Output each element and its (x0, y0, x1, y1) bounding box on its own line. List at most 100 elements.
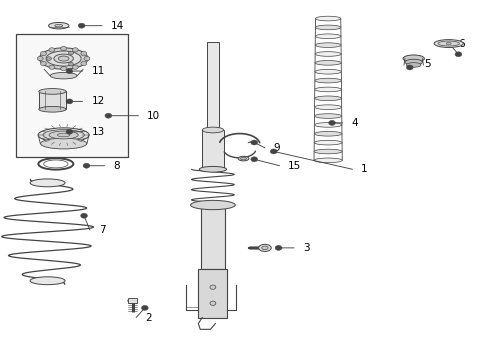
Ellipse shape (58, 56, 69, 61)
Text: 3: 3 (302, 243, 309, 253)
Bar (201, 205, 224, 269)
Ellipse shape (446, 42, 450, 45)
Bar (16, 33, 127, 157)
Ellipse shape (404, 59, 422, 65)
Circle shape (81, 213, 87, 218)
Circle shape (270, 149, 277, 154)
Circle shape (49, 48, 55, 52)
Circle shape (68, 51, 73, 55)
Circle shape (37, 57, 43, 61)
Bar (202, 130, 223, 169)
Circle shape (72, 48, 78, 52)
Ellipse shape (314, 122, 341, 127)
Bar (128, 298, 137, 303)
Text: 10: 10 (147, 111, 160, 121)
Ellipse shape (30, 179, 65, 187)
Circle shape (66, 99, 73, 104)
Circle shape (250, 140, 257, 145)
Ellipse shape (314, 114, 341, 118)
Circle shape (66, 68, 73, 73)
Ellipse shape (315, 16, 340, 21)
Ellipse shape (314, 131, 341, 136)
Circle shape (72, 65, 78, 69)
Circle shape (105, 113, 112, 118)
Text: 14: 14 (111, 21, 124, 31)
Ellipse shape (315, 43, 340, 48)
Ellipse shape (437, 41, 458, 46)
Circle shape (41, 51, 46, 56)
Ellipse shape (41, 138, 86, 149)
Circle shape (84, 57, 90, 61)
Text: 7: 7 (99, 225, 105, 235)
Ellipse shape (258, 244, 271, 251)
Ellipse shape (30, 277, 65, 285)
Ellipse shape (314, 78, 341, 83)
Circle shape (66, 129, 73, 134)
Ellipse shape (314, 105, 341, 109)
Circle shape (328, 120, 335, 125)
Text: 13: 13 (91, 127, 104, 137)
Ellipse shape (238, 156, 248, 161)
Ellipse shape (46, 51, 81, 66)
Circle shape (78, 23, 85, 28)
Ellipse shape (54, 54, 73, 63)
Ellipse shape (57, 133, 70, 137)
Ellipse shape (127, 299, 137, 302)
Ellipse shape (406, 63, 420, 67)
Ellipse shape (199, 166, 226, 172)
Circle shape (250, 157, 257, 162)
Circle shape (275, 246, 282, 250)
Circle shape (141, 305, 148, 310)
Ellipse shape (402, 55, 424, 62)
Ellipse shape (48, 22, 69, 29)
Ellipse shape (315, 25, 340, 30)
Ellipse shape (314, 140, 341, 145)
Ellipse shape (39, 48, 88, 69)
Ellipse shape (39, 89, 66, 94)
Ellipse shape (433, 40, 462, 48)
Circle shape (61, 66, 66, 71)
Circle shape (41, 62, 46, 66)
Circle shape (68, 62, 73, 66)
Circle shape (209, 285, 215, 289)
Ellipse shape (50, 72, 77, 79)
Ellipse shape (314, 96, 341, 101)
Text: 8: 8 (113, 161, 120, 171)
Text: 15: 15 (287, 161, 301, 171)
Circle shape (81, 62, 86, 66)
Bar (39, 91, 66, 109)
Circle shape (454, 52, 461, 57)
Ellipse shape (314, 87, 341, 92)
Ellipse shape (43, 130, 84, 140)
Ellipse shape (190, 201, 235, 210)
Circle shape (209, 301, 215, 305)
Circle shape (49, 65, 55, 69)
Circle shape (406, 65, 412, 70)
Circle shape (61, 46, 66, 51)
Ellipse shape (314, 60, 341, 65)
Circle shape (83, 163, 90, 168)
Circle shape (46, 57, 51, 60)
Bar (206, 42, 218, 130)
Ellipse shape (314, 69, 341, 74)
Text: 1: 1 (361, 164, 367, 174)
Ellipse shape (39, 107, 66, 112)
Text: 4: 4 (351, 118, 357, 128)
Ellipse shape (313, 158, 342, 163)
Ellipse shape (315, 34, 340, 39)
Text: 12: 12 (91, 96, 104, 107)
Ellipse shape (55, 24, 62, 27)
Text: 9: 9 (273, 143, 280, 153)
Bar (198, 269, 227, 318)
Text: 6: 6 (458, 39, 464, 49)
Ellipse shape (313, 149, 342, 154)
Ellipse shape (261, 246, 267, 249)
Ellipse shape (314, 52, 341, 56)
Ellipse shape (49, 131, 78, 139)
Ellipse shape (202, 127, 223, 133)
Text: 11: 11 (91, 66, 104, 76)
Circle shape (81, 51, 86, 56)
Ellipse shape (240, 157, 246, 160)
Ellipse shape (38, 128, 89, 142)
Text: 2: 2 (144, 312, 151, 323)
